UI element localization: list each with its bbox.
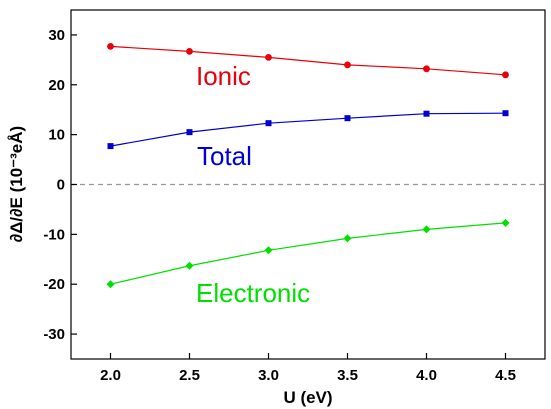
y-axis-ticks: 30 20 10 0 -10 -20 -30 xyxy=(43,27,77,343)
y-tick-label: 20 xyxy=(48,77,65,94)
y-tick-label: -30 xyxy=(43,326,65,343)
ionic-data-point xyxy=(265,53,272,61)
ionic-data-point xyxy=(502,71,509,79)
total-data-point xyxy=(344,115,351,122)
x-tick-label: 4.0 xyxy=(416,367,437,384)
y-tick-label: 10 xyxy=(48,127,65,144)
y-axis-title: ∂Δ/∂E (10⁻³eÅ) xyxy=(7,126,26,242)
electronic-data-point xyxy=(501,218,510,227)
total-data-point xyxy=(265,120,272,127)
x-axis-ticks: 2.0 2.5 3.0 3.5 4.0 4.5 xyxy=(100,353,516,384)
x-tick-label: 3.5 xyxy=(337,367,358,384)
x-tick-label: 3.0 xyxy=(258,367,279,384)
series-markers xyxy=(106,42,510,289)
total-data-point xyxy=(107,143,114,150)
x-axis-title: U (eV) xyxy=(283,388,332,407)
ionic-data-point xyxy=(107,42,114,50)
ionic-series-label: Ionic xyxy=(196,61,251,91)
total-data-point xyxy=(423,110,430,117)
series-lines xyxy=(110,45,506,285)
y-tick-label: 30 xyxy=(48,27,65,44)
ionic-data-point xyxy=(423,65,430,73)
ionic-data-point xyxy=(186,47,193,55)
electronic-data-point xyxy=(422,225,431,234)
ionic-data-point xyxy=(344,61,351,69)
x-tick-label: 4.5 xyxy=(495,367,516,384)
y-tick-label: -10 xyxy=(43,226,65,243)
total-series-line xyxy=(110,112,506,147)
electronic-series-line xyxy=(110,222,506,285)
total-data-point xyxy=(502,110,509,117)
y-tick-label: 0 xyxy=(57,177,65,194)
electronic-data-point xyxy=(264,246,273,255)
total-data-point xyxy=(186,129,193,136)
electronic-data-point xyxy=(343,234,352,243)
total-series-label: Total xyxy=(197,141,252,171)
x-tick-label: 2.5 xyxy=(179,367,200,384)
electronic-data-point xyxy=(185,261,194,270)
electronic-data-point xyxy=(106,280,115,289)
series-labels: Ionic Total Electronic xyxy=(196,61,310,308)
ionic-series-line xyxy=(110,45,506,76)
electronic-series-label: Electronic xyxy=(196,278,310,308)
x-tick-label: 2.0 xyxy=(100,367,121,384)
y-tick-label: -20 xyxy=(43,276,65,293)
